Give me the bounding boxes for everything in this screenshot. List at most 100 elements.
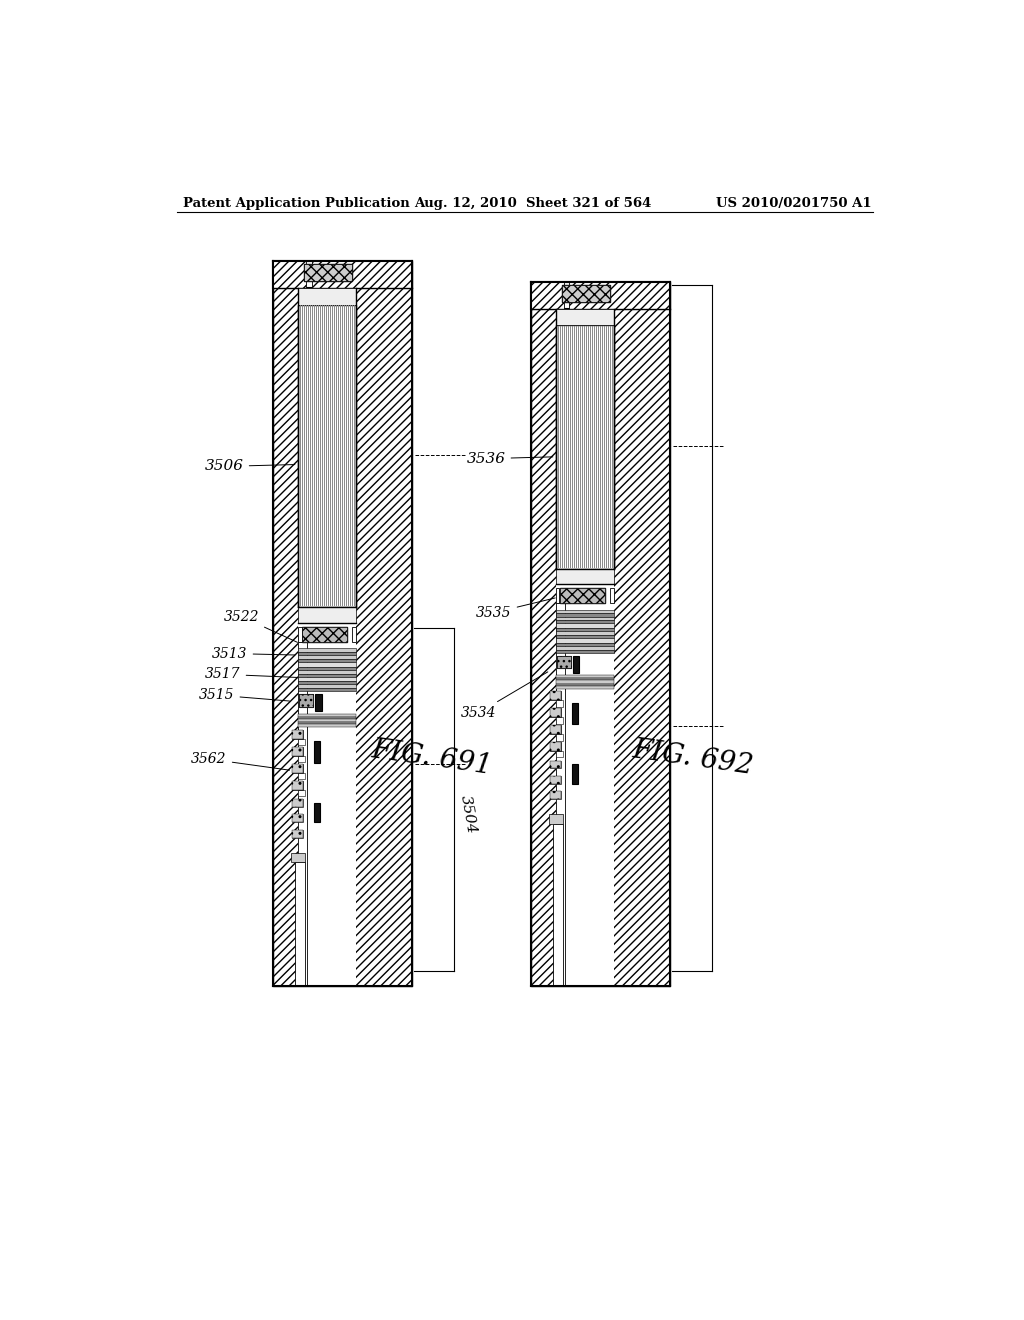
Text: 3522: 3522 <box>223 610 297 643</box>
Bar <box>273 261 306 288</box>
Text: 3562: 3562 <box>191 752 290 770</box>
Bar <box>556 645 614 649</box>
Bar <box>292 730 303 739</box>
Bar <box>292 763 303 774</box>
Bar <box>298 688 356 692</box>
Text: 3515: 3515 <box>199 688 290 702</box>
Bar <box>556 616 614 620</box>
Bar <box>562 285 609 302</box>
Bar <box>553 824 562 986</box>
Bar <box>298 652 356 655</box>
Bar <box>556 751 563 758</box>
Bar <box>550 760 561 768</box>
Bar <box>298 607 356 623</box>
Bar <box>292 780 303 789</box>
Text: 3534: 3534 <box>461 672 548 719</box>
Bar <box>562 285 609 302</box>
Bar <box>298 774 305 779</box>
Bar <box>550 792 561 799</box>
Bar <box>352 627 356 642</box>
Bar <box>556 643 614 645</box>
Bar <box>557 656 571 668</box>
Bar <box>550 792 561 799</box>
Bar <box>311 261 412 288</box>
Bar <box>550 742 561 751</box>
Bar <box>298 719 356 722</box>
Bar <box>313 742 319 763</box>
Bar <box>292 814 303 822</box>
Bar <box>556 631 614 635</box>
Bar <box>304 264 351 281</box>
Bar <box>299 694 313 706</box>
Bar <box>549 814 562 824</box>
Bar <box>273 261 412 986</box>
Bar <box>571 764 578 784</box>
Text: 3536: 3536 <box>467 451 553 466</box>
Bar <box>569 281 670 309</box>
Bar <box>298 659 356 663</box>
Bar <box>292 763 303 774</box>
Bar <box>556 610 614 614</box>
Bar <box>556 614 614 616</box>
Bar <box>531 281 670 986</box>
Bar <box>292 830 303 838</box>
Bar <box>298 684 356 688</box>
Bar <box>298 648 356 652</box>
Bar <box>556 635 614 638</box>
Bar <box>556 734 563 741</box>
Bar <box>556 620 614 623</box>
Text: US 2010/0201750 A1: US 2010/0201750 A1 <box>716 197 871 210</box>
Bar <box>302 627 347 642</box>
Bar <box>292 747 303 756</box>
Bar <box>556 678 614 681</box>
Bar <box>298 722 356 725</box>
Bar <box>299 694 313 706</box>
Bar <box>298 725 356 727</box>
Bar <box>550 760 561 768</box>
Bar <box>292 799 303 807</box>
Bar <box>273 261 412 288</box>
Text: 3535: 3535 <box>476 598 555 619</box>
Bar <box>557 656 571 668</box>
Bar <box>292 730 303 739</box>
Bar <box>298 669 356 673</box>
Bar <box>302 627 347 642</box>
Bar <box>292 747 303 756</box>
Bar <box>531 281 564 309</box>
Bar <box>298 681 356 684</box>
Bar <box>550 725 561 734</box>
Bar <box>556 309 614 326</box>
Bar <box>556 628 614 631</box>
Text: FIG. 691: FIG. 691 <box>370 737 494 780</box>
Bar <box>298 739 305 744</box>
Bar <box>298 305 356 607</box>
Bar <box>292 780 303 789</box>
Bar <box>556 701 563 706</box>
Text: 3506: 3506 <box>205 459 295 474</box>
Text: 3504: 3504 <box>458 795 478 836</box>
Bar <box>315 694 322 711</box>
Bar <box>550 708 561 718</box>
Bar <box>550 692 561 701</box>
Bar <box>556 623 614 628</box>
Text: Aug. 12, 2010  Sheet 321 of 564: Aug. 12, 2010 Sheet 321 of 564 <box>414 197 651 210</box>
Bar <box>298 714 356 717</box>
Bar <box>573 656 580 673</box>
Bar <box>556 638 614 643</box>
Bar <box>556 569 614 585</box>
Bar <box>298 663 356 667</box>
Bar <box>556 589 559 603</box>
Bar <box>298 623 356 986</box>
Bar <box>550 776 561 784</box>
Bar <box>550 725 561 734</box>
Bar <box>298 642 307 986</box>
Bar <box>298 789 305 796</box>
Bar <box>556 326 614 569</box>
Bar <box>292 814 303 822</box>
Bar <box>560 589 605 603</box>
Bar <box>298 677 356 681</box>
Bar <box>556 603 565 986</box>
Bar <box>298 673 356 677</box>
Bar <box>550 692 561 701</box>
Bar <box>292 799 303 807</box>
